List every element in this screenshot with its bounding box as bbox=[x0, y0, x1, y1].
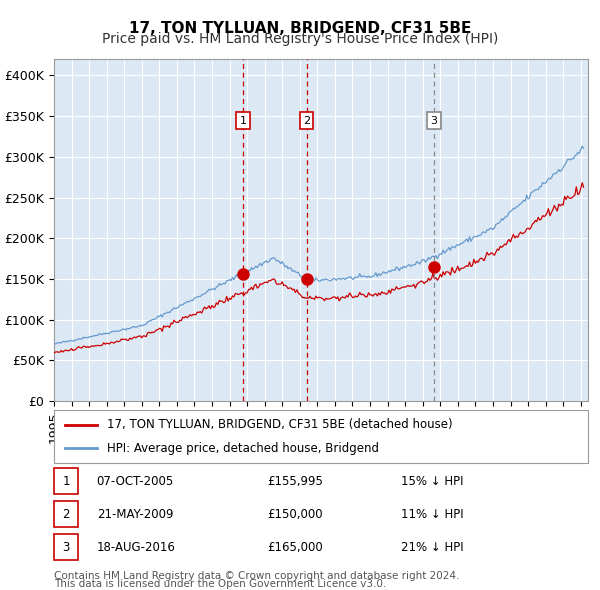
Text: 1: 1 bbox=[239, 116, 247, 126]
Text: Contains HM Land Registry data © Crown copyright and database right 2024.: Contains HM Land Registry data © Crown c… bbox=[54, 571, 460, 581]
Text: £155,995: £155,995 bbox=[268, 475, 323, 488]
Text: This data is licensed under the Open Government Licence v3.0.: This data is licensed under the Open Gov… bbox=[54, 579, 386, 589]
Text: 07-OCT-2005: 07-OCT-2005 bbox=[97, 475, 174, 488]
Text: 18-AUG-2016: 18-AUG-2016 bbox=[97, 541, 176, 554]
Text: £150,000: £150,000 bbox=[268, 508, 323, 521]
Text: 2: 2 bbox=[62, 508, 70, 521]
Text: 3: 3 bbox=[62, 541, 70, 554]
Text: Price paid vs. HM Land Registry's House Price Index (HPI): Price paid vs. HM Land Registry's House … bbox=[102, 32, 498, 47]
Text: £165,000: £165,000 bbox=[268, 541, 323, 554]
Text: 17, TON TYLLUAN, BRIDGEND, CF31 5BE: 17, TON TYLLUAN, BRIDGEND, CF31 5BE bbox=[129, 21, 471, 35]
FancyBboxPatch shape bbox=[54, 502, 78, 527]
Text: HPI: Average price, detached house, Bridgend: HPI: Average price, detached house, Brid… bbox=[107, 442, 379, 455]
Text: 21-MAY-2009: 21-MAY-2009 bbox=[97, 508, 173, 521]
Text: 2: 2 bbox=[303, 116, 310, 126]
Text: 1: 1 bbox=[62, 475, 70, 488]
FancyBboxPatch shape bbox=[54, 535, 78, 560]
Text: 17, TON TYLLUAN, BRIDGEND, CF31 5BE (detached house): 17, TON TYLLUAN, BRIDGEND, CF31 5BE (det… bbox=[107, 418, 453, 431]
FancyBboxPatch shape bbox=[54, 468, 78, 494]
Text: 15% ↓ HPI: 15% ↓ HPI bbox=[401, 475, 464, 488]
Text: 3: 3 bbox=[430, 116, 437, 126]
Text: 11% ↓ HPI: 11% ↓ HPI bbox=[401, 508, 464, 521]
FancyBboxPatch shape bbox=[54, 410, 588, 463]
Text: 21% ↓ HPI: 21% ↓ HPI bbox=[401, 541, 464, 554]
